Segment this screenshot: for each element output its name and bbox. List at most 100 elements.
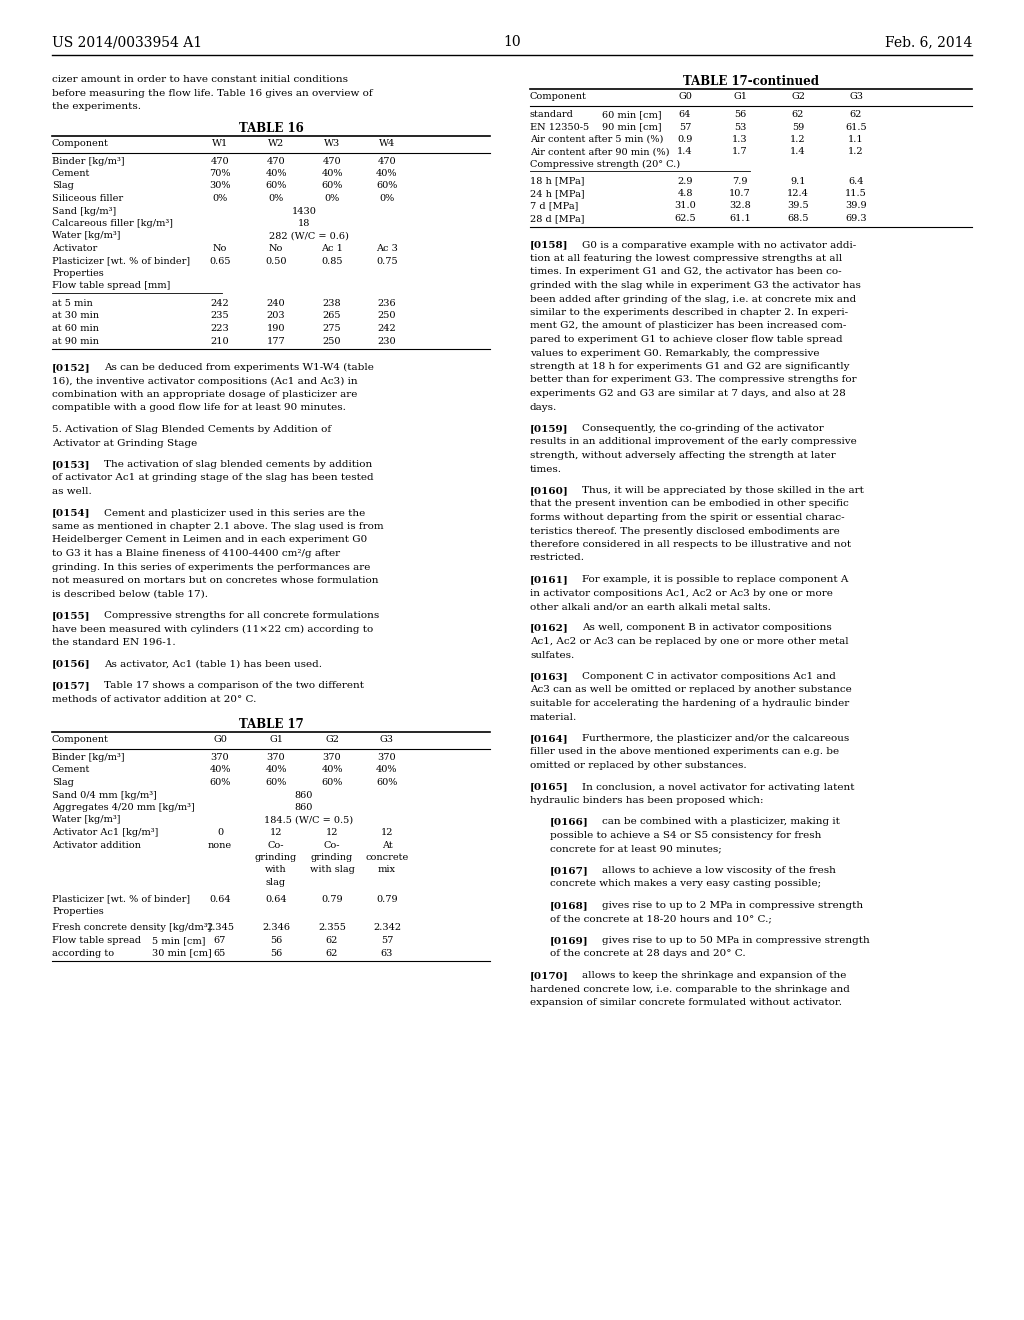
Text: 56: 56 [270, 936, 283, 945]
Text: Component: Component [530, 92, 587, 102]
Text: Heidelberger Cement in Leimen and in each experiment G0: Heidelberger Cement in Leimen and in eac… [52, 536, 368, 544]
Text: 203: 203 [266, 312, 286, 321]
Text: 40%: 40% [209, 766, 230, 775]
Text: Co-: Co- [324, 841, 340, 850]
Text: Cement: Cement [52, 766, 90, 775]
Text: Cement: Cement [52, 169, 90, 178]
Text: Ac 1: Ac 1 [322, 244, 343, 253]
Text: Table 17 shows a comparison of the two different: Table 17 shows a comparison of the two d… [104, 681, 364, 690]
Text: [0168]: [0168] [550, 902, 589, 909]
Text: compatible with a good flow life for at least 90 minutes.: compatible with a good flow life for at … [52, 404, 346, 412]
Text: 40%: 40% [265, 169, 287, 178]
Text: 265: 265 [323, 312, 341, 321]
Text: 250: 250 [323, 337, 341, 346]
Text: 860: 860 [295, 803, 313, 812]
Text: [0166]: [0166] [550, 817, 589, 826]
Text: As activator, Ac1 (table 1) has been used.: As activator, Ac1 (table 1) has been use… [104, 660, 322, 668]
Text: [0156]: [0156] [52, 660, 91, 668]
Text: 470: 470 [323, 157, 341, 165]
Text: times. In experiment G1 and G2, the activator has been co-: times. In experiment G1 and G2, the acti… [530, 268, 842, 276]
Text: 7 d [MPa]: 7 d [MPa] [530, 202, 579, 210]
Text: Activator: Activator [52, 244, 97, 253]
Text: 30 min [cm]: 30 min [cm] [152, 949, 212, 957]
Text: 60%: 60% [376, 777, 397, 787]
Text: 1.2: 1.2 [791, 135, 806, 144]
Text: times.: times. [530, 465, 562, 474]
Text: [0160]: [0160] [530, 486, 568, 495]
Text: 1.1: 1.1 [848, 135, 864, 144]
Text: Furthermore, the plasticizer and/or the calcareous: Furthermore, the plasticizer and/or the … [582, 734, 849, 743]
Text: hardened concrete low, i.e. comparable to the shrinkage and: hardened concrete low, i.e. comparable t… [530, 985, 850, 994]
Text: G0: G0 [213, 735, 227, 744]
Text: concrete: concrete [366, 853, 409, 862]
Text: Consequently, the co-grinding of the activator: Consequently, the co-grinding of the act… [582, 424, 823, 433]
Text: 60%: 60% [322, 777, 343, 787]
Text: Ac3 can as well be omitted or replaced by another substance: Ac3 can as well be omitted or replaced b… [530, 685, 852, 694]
Text: Ac1, Ac2 or Ac3 can be replaced by one or more other metal: Ac1, Ac2 or Ac3 can be replaced by one o… [530, 638, 849, 645]
Text: grinded with the slag while in experiment G3 the activator has: grinded with the slag while in experimen… [530, 281, 861, 290]
Text: Air content after 5 min (%): Air content after 5 min (%) [530, 135, 664, 144]
Text: 57: 57 [679, 123, 691, 132]
Text: [0162]: [0162] [530, 623, 568, 632]
Text: 230: 230 [378, 337, 396, 346]
Text: 242: 242 [211, 300, 229, 308]
Text: Plasticizer [wt. % of binder]: Plasticizer [wt. % of binder] [52, 256, 190, 265]
Text: 90 min [cm]: 90 min [cm] [602, 123, 662, 132]
Text: Slag: Slag [52, 181, 74, 190]
Text: 60%: 60% [265, 777, 287, 787]
Text: 240: 240 [266, 300, 286, 308]
Text: better than for experiment G3. The compressive strengths for: better than for experiment G3. The compr… [530, 375, 857, 384]
Text: 39.5: 39.5 [787, 202, 809, 210]
Text: cizer amount in order to have constant initial conditions: cizer amount in order to have constant i… [52, 75, 348, 84]
Text: 62: 62 [326, 949, 338, 957]
Text: teristics thereof. The presently disclosed embodiments are: teristics thereof. The presently disclos… [530, 527, 840, 536]
Text: G0: G0 [678, 92, 692, 102]
Text: standard: standard [530, 110, 573, 119]
Text: 0.79: 0.79 [322, 895, 343, 903]
Text: TABLE 16: TABLE 16 [239, 121, 303, 135]
Text: As can be deduced from experiments W1-W4 (table: As can be deduced from experiments W1-W4… [104, 363, 374, 372]
Text: [0164]: [0164] [530, 734, 568, 743]
Text: [0159]: [0159] [530, 424, 568, 433]
Text: at 60 min: at 60 min [52, 323, 99, 333]
Text: expansion of similar concrete formulated without activator.: expansion of similar concrete formulated… [530, 998, 842, 1007]
Text: 0.9: 0.9 [677, 135, 692, 144]
Text: grinding: grinding [255, 853, 297, 862]
Text: US 2014/0033954 A1: US 2014/0033954 A1 [52, 36, 202, 49]
Text: [0154]: [0154] [52, 508, 90, 517]
Text: 32.8: 32.8 [729, 202, 751, 210]
Text: the experiments.: the experiments. [52, 102, 141, 111]
Text: 223: 223 [211, 323, 229, 333]
Text: 64: 64 [679, 110, 691, 119]
Text: hydraulic binders has been proposed which:: hydraulic binders has been proposed whic… [530, 796, 764, 805]
Text: that the present invention can be embodied in other specific: that the present invention can be embodi… [530, 499, 849, 508]
Text: 275: 275 [323, 323, 341, 333]
Text: 40%: 40% [376, 766, 397, 775]
Text: W4: W4 [379, 139, 395, 148]
Text: 250: 250 [378, 312, 396, 321]
Text: Properties: Properties [52, 269, 103, 279]
Text: suitable for accelerating the hardening of a hydraulic binder: suitable for accelerating the hardening … [530, 700, 849, 708]
Text: 1430: 1430 [292, 206, 316, 215]
Text: 0.64: 0.64 [265, 895, 287, 903]
Text: 62: 62 [792, 110, 804, 119]
Text: 2.342: 2.342 [373, 924, 401, 932]
Text: [0153]: [0153] [52, 459, 90, 469]
Text: same as mentioned in chapter 2.1 above. The slag used is from: same as mentioned in chapter 2.1 above. … [52, 521, 384, 531]
Text: Activator addition: Activator addition [52, 841, 141, 850]
Text: 59: 59 [792, 123, 804, 132]
Text: Component: Component [52, 139, 109, 148]
Text: Thus, it will be appreciated by those skilled in the art: Thus, it will be appreciated by those sk… [582, 486, 864, 495]
Text: 67: 67 [214, 936, 226, 945]
Text: material.: material. [530, 713, 578, 722]
Text: Co-: Co- [267, 841, 285, 850]
Text: The activation of slag blended cements by addition: The activation of slag blended cements b… [104, 459, 373, 469]
Text: gives rise to up to 50 MPa in compressive strength: gives rise to up to 50 MPa in compressiv… [602, 936, 869, 945]
Text: 860: 860 [295, 791, 313, 800]
Text: 60%: 60% [376, 181, 397, 190]
Text: methods of activator addition at 20° C.: methods of activator addition at 20° C. [52, 694, 256, 704]
Text: In conclusion, a novel activator for activating latent: In conclusion, a novel activator for act… [582, 783, 854, 792]
Text: possible to achieve a S4 or S5 consistency for fresh: possible to achieve a S4 or S5 consisten… [550, 832, 821, 840]
Text: 11.5: 11.5 [845, 189, 867, 198]
Text: 190: 190 [266, 323, 286, 333]
